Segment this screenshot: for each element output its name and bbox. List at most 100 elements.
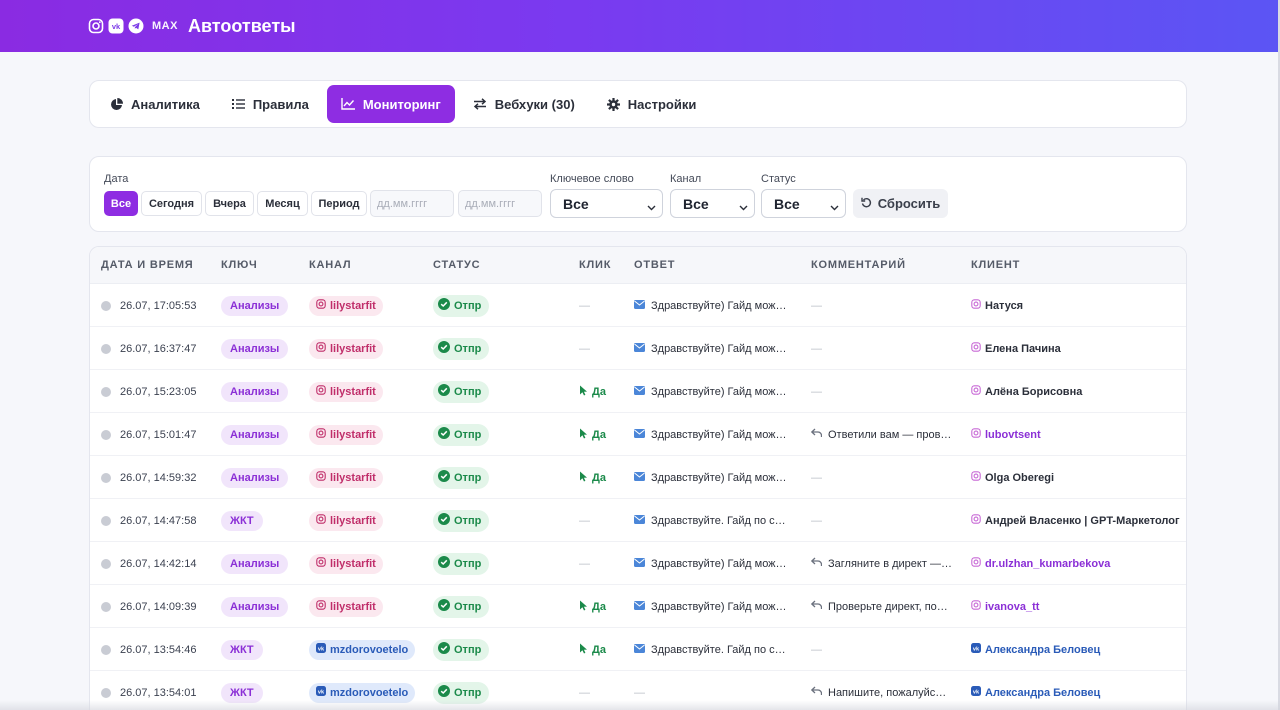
client-link[interactable]: dr.ulzhan_kumarbekova xyxy=(971,557,1110,570)
reset-button[interactable]: Сбросить xyxy=(853,189,948,218)
click-cell: Да xyxy=(579,413,606,456)
status-cell: Отпр xyxy=(433,671,490,710)
keyword-select[interactable]: Все xyxy=(550,189,663,218)
datetime-cell: 26.07, 14:47:58 xyxy=(101,499,196,542)
date-month-button[interactable]: Месяц xyxy=(257,191,308,216)
channel-badge[interactable]: lilystarfit xyxy=(309,295,383,316)
status-select[interactable]: Все xyxy=(761,189,846,218)
tab-bar: Аналитика Правила Мониторинг Вебхуки (30… xyxy=(89,80,1187,128)
check-circle-icon xyxy=(438,298,450,313)
channel-cell: lilystarfit xyxy=(309,456,383,499)
table-row[interactable]: 26.07, 13:54:46 ЖКТ vk mzdorovoetelo Отпр Да З… xyxy=(90,628,1186,671)
date-yesterday-button[interactable]: Вчера xyxy=(205,191,254,216)
client-link: Андрей Власенко | GPT-Маркетолог xyxy=(971,514,1180,527)
comment-preview[interactable]: Загляните в директ —… xyxy=(810,557,952,570)
table-row[interactable]: 26.07, 14:47:58 ЖКТ lilystarfit Отпр — Здравс… xyxy=(90,499,1186,542)
channel-badge[interactable]: vk mzdorovoetelo xyxy=(309,682,416,703)
comment-preview[interactable]: Проверьте директ, по… xyxy=(810,600,948,613)
channel-badge[interactable]: lilystarfit xyxy=(309,553,383,574)
reply-preview[interactable]: Здравствуйте) Гайд мож… xyxy=(634,600,787,613)
reply-text: Здравствуйте. Гайд по с… xyxy=(651,643,786,656)
svg-text:vk: vk xyxy=(318,689,325,695)
comment-empty: — xyxy=(811,299,822,312)
date-period-button[interactable]: Период xyxy=(311,191,367,216)
datetime-cell: 26.07, 16:37:47 xyxy=(101,327,196,370)
channel-badge[interactable]: lilystarfit xyxy=(309,381,383,402)
table-row[interactable]: 26.07, 16:37:47 Анализы lilystarfit Отпр — Зд… xyxy=(90,327,1186,370)
table-row[interactable]: 26.07, 14:42:14 Анализы lilystarfit Отпр — Зд… xyxy=(90,542,1186,585)
reply-preview[interactable]: Здравствуйте) Гайд мож… xyxy=(634,557,787,570)
status-cell: Отпр xyxy=(433,456,490,499)
table-row[interactable]: 26.07, 15:23:05 Анализы lilystarfit Отпр Да З… xyxy=(90,370,1186,413)
table-row[interactable]: 26.07, 13:54:01 ЖКТ vk mzdorovoetelo Отпр — — Н… xyxy=(90,671,1186,710)
channel-cell: lilystarfit xyxy=(309,542,383,585)
check-circle-icon xyxy=(438,556,450,571)
comment-preview[interactable]: Ответили вам — пров… xyxy=(810,428,951,441)
click-cell: — xyxy=(579,284,590,327)
status-cell: Отпр xyxy=(433,628,490,671)
channel-badge[interactable]: vk mzdorovoetelo xyxy=(309,639,416,660)
datetime-text: 26.07, 17:05:53 xyxy=(120,299,197,312)
mail-icon xyxy=(634,342,645,355)
reply-preview[interactable]: Здравствуйте) Гайд мож… xyxy=(634,428,787,441)
client-name: Алёна Борисовна xyxy=(985,385,1083,398)
scrollbar-track[interactable] xyxy=(1278,0,1280,710)
tab-settings[interactable]: Настройки xyxy=(593,85,711,123)
comment-preview[interactable]: Напишите, пожалуйс… xyxy=(810,686,946,699)
table-row[interactable]: 26.07, 15:01:47 Анализы lilystarfit Отпр Да З… xyxy=(90,413,1186,456)
vk-icon: vk xyxy=(971,686,981,699)
table-row[interactable]: 26.07, 17:05:53 Анализы lilystarfit Отпр — Зд… xyxy=(90,284,1186,327)
client-link[interactable]: vk Александра Беловец xyxy=(971,686,1100,699)
reply-preview[interactable]: Здравствуйте) Гайд мож… xyxy=(634,385,787,398)
reply-arrow-icon xyxy=(810,686,823,699)
table-row[interactable]: 26.07, 14:09:39 Анализы lilystarfit Отпр Да З… xyxy=(90,585,1186,628)
status-text: Отпр xyxy=(454,471,482,484)
comment-cell: Напишите, пожалуйс… xyxy=(810,671,946,710)
channel-badge[interactable]: lilystarfit xyxy=(309,596,383,617)
tab-rules[interactable]: Правила xyxy=(218,85,323,123)
client-cell: dr.ulzhan_kumarbekova xyxy=(971,542,1110,585)
client-cell: Натуся xyxy=(971,284,1023,327)
channel-badge[interactable]: lilystarfit xyxy=(309,510,383,531)
date-today-button[interactable]: Сегодня xyxy=(141,191,202,216)
max-label: MAX xyxy=(152,20,178,32)
channel-name: lilystarfit xyxy=(330,471,376,484)
datetime-text: 26.07, 15:01:47 xyxy=(120,428,197,441)
date-filter-label: Дата xyxy=(104,173,129,185)
date-from-input[interactable]: дд.мм.гггг xyxy=(370,190,454,217)
cursor-icon xyxy=(579,428,588,442)
client-link[interactable]: ivanova_tt xyxy=(971,600,1039,613)
tab-analytics[interactable]: Аналитика xyxy=(96,85,214,123)
channel-cell: lilystarfit xyxy=(309,413,383,456)
reply-preview[interactable]: Здравствуйте) Гайд мож… xyxy=(634,471,787,484)
table-row[interactable]: 26.07, 14:59:32 Анализы lilystarfit Отпр Да З… xyxy=(90,456,1186,499)
tab-webhooks[interactable]: Вебхуки (30) xyxy=(459,85,589,123)
reply-preview[interactable]: Здравствуйте) Гайд мож… xyxy=(634,299,787,312)
client-link[interactable]: lubovtsent xyxy=(971,428,1041,441)
click-empty: — xyxy=(579,514,590,527)
status-badge: Отпр xyxy=(433,509,490,532)
channel-name: lilystarfit xyxy=(330,600,376,613)
reply-cell: Здравствуйте) Гайд мож… xyxy=(634,370,787,413)
col-client-header: КЛИЕНТ xyxy=(971,259,1021,271)
reply-cell: Здравствуйте) Гайд мож… xyxy=(634,413,787,456)
date-to-input[interactable]: дд.мм.гггг xyxy=(458,190,542,217)
click-cell: Да xyxy=(579,628,606,671)
channel-badge[interactable]: lilystarfit xyxy=(309,424,383,445)
reply-preview[interactable]: Здравствуйте. Гайд по с… xyxy=(634,514,786,527)
client-link[interactable]: vk Александра Беловец xyxy=(971,643,1100,656)
channel-badge[interactable]: lilystarfit xyxy=(309,338,383,359)
datetime-cell: 26.07, 15:01:47 xyxy=(101,413,196,456)
reply-cell: Здравствуйте) Гайд мож… xyxy=(634,585,787,628)
channel-badge[interactable]: lilystarfit xyxy=(309,467,383,488)
reply-text: Здравствуйте) Гайд мож… xyxy=(651,600,787,613)
date-all-button[interactable]: Все xyxy=(104,191,138,216)
reply-preview[interactable]: Здравствуйте. Гайд по с… xyxy=(634,643,786,656)
reply-preview[interactable]: Здравствуйте) Гайд мож… xyxy=(634,342,787,355)
tab-monitoring[interactable]: Мониторинг xyxy=(326,85,455,123)
channel-select-value: Все xyxy=(683,195,709,212)
channel-select[interactable]: Все xyxy=(670,189,755,218)
channel-name: lilystarfit xyxy=(330,514,376,527)
check-circle-icon xyxy=(438,513,450,528)
check-circle-icon xyxy=(438,685,450,700)
